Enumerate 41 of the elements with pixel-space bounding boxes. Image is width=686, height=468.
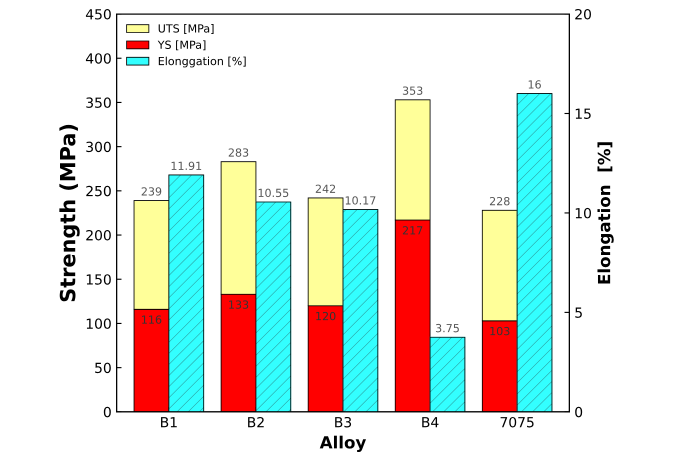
y2-tick-label: 5: [575, 308, 582, 318]
total-label: 228: [490, 196, 510, 206]
total-label: 353: [402, 86, 422, 95]
data-label: 11.91: [172, 162, 202, 170]
y-tick-label: 300: [86, 142, 111, 152]
y-tick-label: 50: [95, 362, 111, 374]
y-tick-label: 150: [86, 274, 111, 285]
x-tick-label: B1: [161, 417, 177, 428]
data-label: 16: [528, 80, 541, 89]
total-label: 242: [316, 184, 336, 193]
y2-tick-label: 0: [575, 406, 582, 418]
y-tick-label: 250: [86, 186, 111, 196]
y-tick-label: 0: [104, 406, 111, 418]
y2-axis-title: Elongation [%]: [597, 142, 614, 284]
y2-tick-label: 10: [576, 208, 591, 218]
data-label: 120: [316, 312, 336, 320]
y-tick-label: 200: [86, 230, 111, 241]
x-tick-label: B3: [335, 416, 352, 428]
y-axis-title: Strength (MPa): [59, 124, 80, 302]
data-label: 133: [229, 300, 248, 309]
total-label: 239: [142, 187, 162, 196]
y-tick-label: 400: [86, 53, 111, 64]
y2-tick-label: 20: [575, 9, 591, 20]
data-label: 217: [402, 226, 422, 234]
x-tick-label: 7075: [500, 416, 534, 428]
y-tick-label: 450: [86, 9, 111, 20]
legend-label: Elonggation [%]: [158, 56, 246, 68]
y-tick-label: 100: [86, 318, 111, 329]
y2-tick-label: 15: [576, 108, 591, 119]
legend-label: YS [MPa]: [158, 40, 206, 50]
data-label: 10.17: [346, 196, 376, 205]
y-tick-label: 350: [86, 97, 111, 108]
legend-label: UTS [MPa]: [158, 24, 214, 34]
x-axis-title: Alloy: [320, 436, 366, 452]
data-label: 10.55: [258, 188, 288, 198]
x-tick-label: B2: [248, 416, 264, 428]
data-label: 103: [490, 326, 510, 336]
data-label: 3.75: [436, 324, 459, 332]
data-label: 116: [142, 315, 162, 324]
total-label: 283: [228, 148, 248, 157]
x-tick-label: B4: [422, 417, 438, 428]
